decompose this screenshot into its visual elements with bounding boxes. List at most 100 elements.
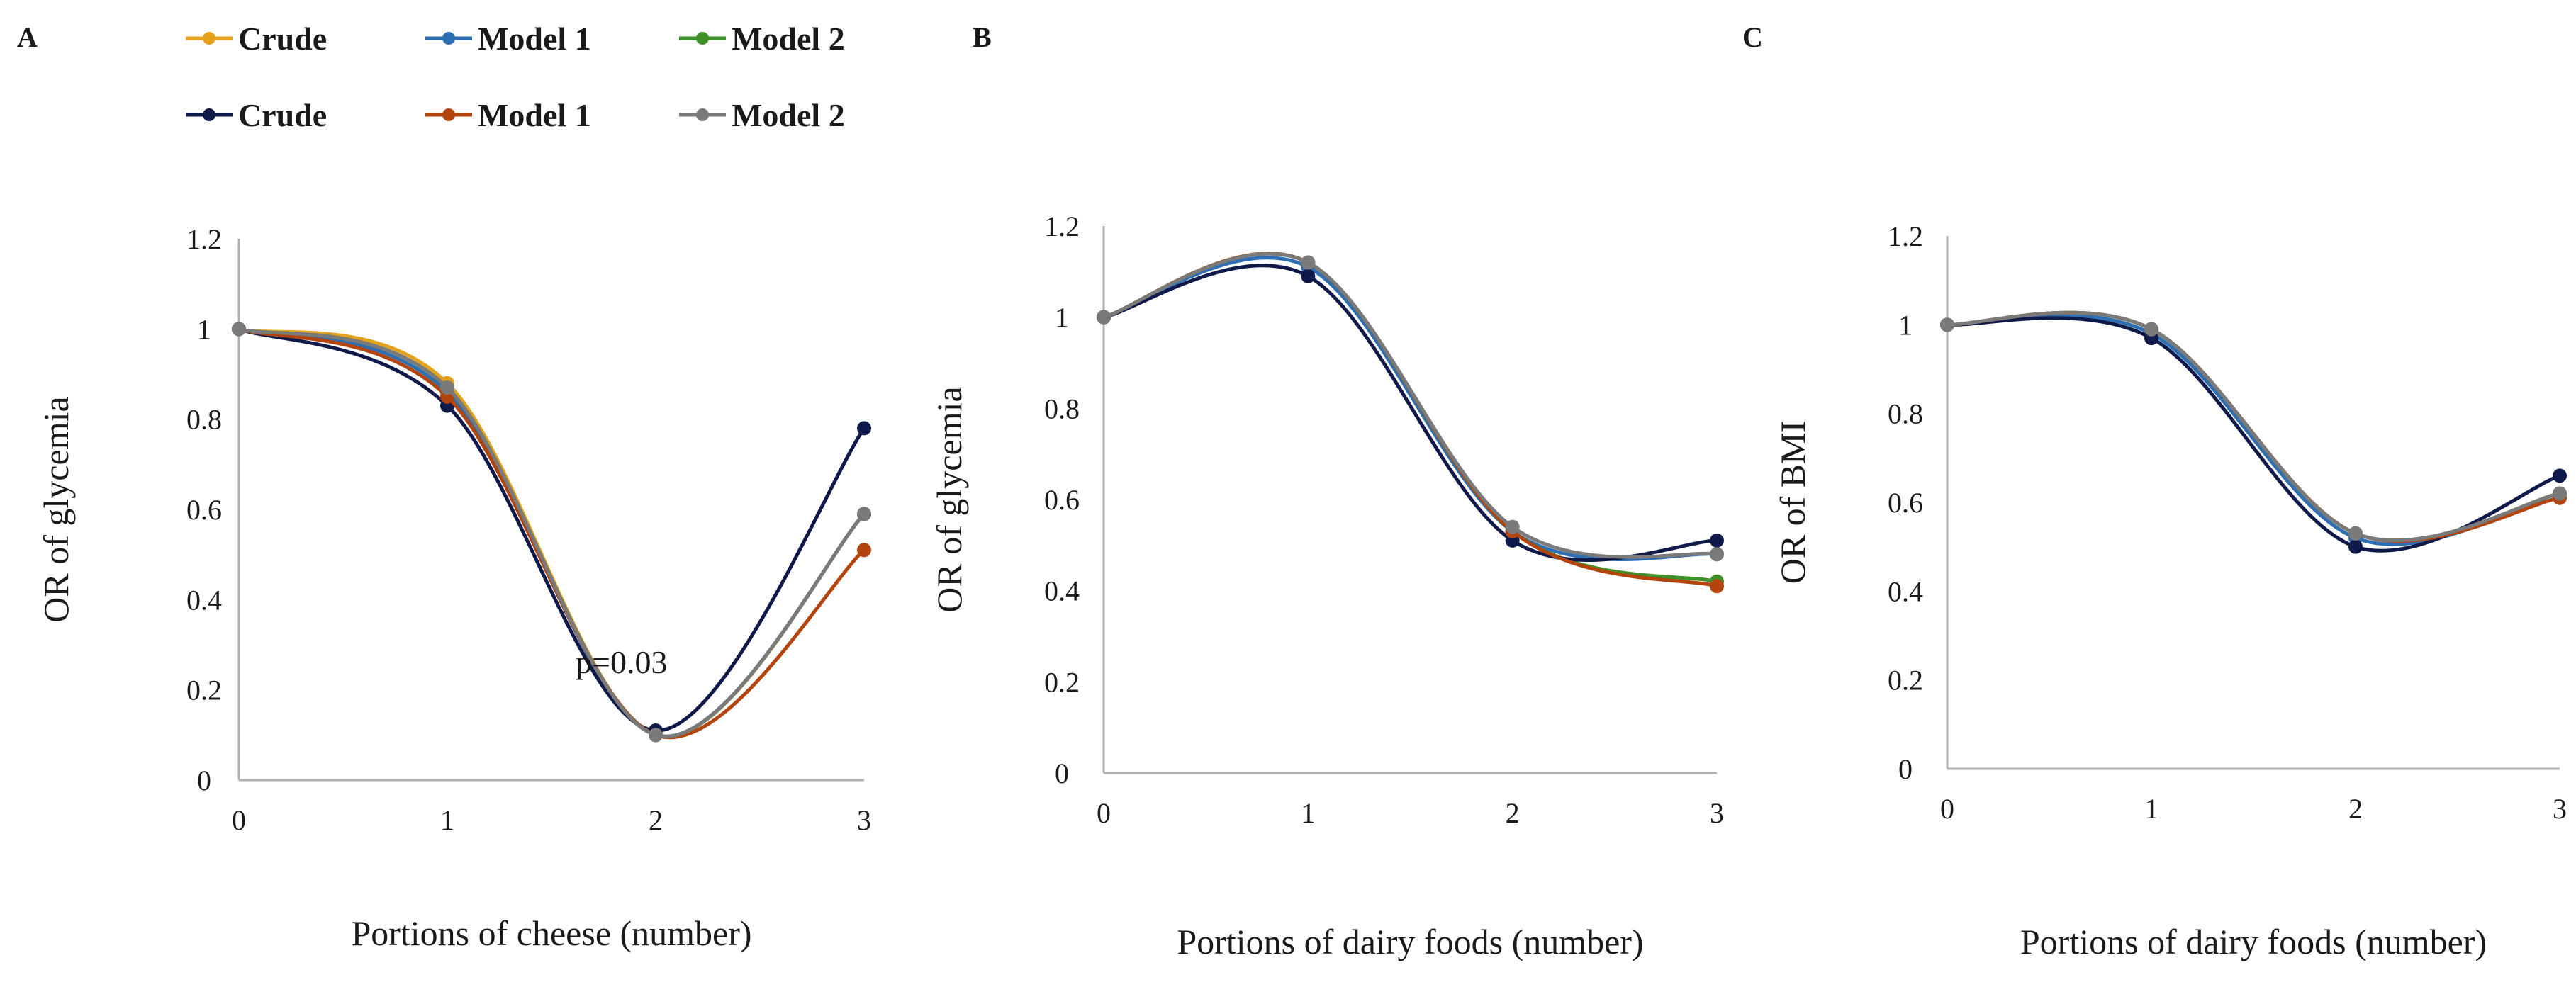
y-tick-label: 0.4 — [186, 584, 222, 616]
x-tick-label: 1 — [1301, 797, 1315, 829]
data-point — [1710, 579, 1724, 594]
panel-b: B 0 0.2 0.4 0.6 0.8 1 1.2 0 1 2 3 Portions of dairy … — [929, 21, 1724, 961]
x-tick-label: 2 — [2348, 793, 2363, 825]
series-4 — [1097, 264, 1724, 563]
y-tick-label: 1 — [197, 313, 211, 345]
data-point — [2553, 468, 2567, 483]
x-axis-label: Portions of dairy foods (number) — [1177, 922, 1643, 961]
series-line — [237, 327, 866, 738]
data-point — [232, 322, 246, 337]
series-2 — [1940, 313, 2567, 546]
legend-label: Model 1 — [478, 97, 591, 133]
series-2 — [232, 322, 871, 743]
series-6 — [1097, 252, 1724, 562]
y-tick-label: 0.8 — [1044, 393, 1080, 424]
legend-label: Crude — [238, 97, 327, 133]
x-tick-label: 1 — [2144, 793, 2158, 825]
data-point — [440, 380, 454, 395]
y-axis-label: OR of BMI — [1773, 421, 1813, 585]
series-3 — [1097, 252, 1724, 589]
series-line — [1945, 310, 2562, 543]
x-tick-label: 2 — [649, 804, 663, 836]
legend-item-2-2: Model 1 — [425, 97, 591, 133]
series-line — [1945, 310, 2562, 543]
series-3 — [232, 322, 871, 743]
series-line — [1945, 310, 2562, 543]
series-2 — [1097, 256, 1724, 562]
series-6 — [1940, 310, 2567, 543]
y-tick-label: 1 — [1898, 309, 1913, 341]
legend-marker — [203, 32, 215, 45]
y-tick-label: 0.6 — [186, 494, 222, 526]
series-line — [237, 327, 866, 738]
x-tick-label: 1 — [440, 804, 454, 836]
y-tick-label: 0 — [1055, 757, 1069, 789]
data-point — [1301, 255, 1316, 270]
y-tick-label: 0.2 — [186, 675, 222, 706]
y-tick-label: 0.4 — [1888, 575, 1923, 607]
y-tick-label: 1 — [1055, 302, 1069, 334]
series-line — [1102, 252, 1719, 584]
panel-letter: B — [973, 21, 992, 53]
y-tick-label: 0 — [1898, 753, 1913, 785]
legend-label: Model 2 — [732, 97, 845, 133]
x-tick-label: 0 — [1940, 793, 1954, 825]
series-1 — [1940, 310, 2567, 543]
series-6 — [232, 322, 871, 743]
data-point — [857, 507, 871, 521]
y-tick-label: 0 — [197, 765, 211, 796]
legend-item-1-2: Model 1 — [425, 21, 591, 57]
y-tick-label: 1.2 — [186, 223, 222, 255]
x-tick-label: 3 — [2553, 793, 2567, 825]
series-line — [1945, 310, 2562, 543]
panel-c: C 0 0.2 0.4 0.6 0.8 1 1.2 0 1 2 3 Portions of dairy … — [1742, 21, 2567, 961]
legend-item-2-1: Crude — [186, 97, 327, 133]
legend-marker — [442, 32, 455, 45]
legend: Crude Model 1 Model 2 Crude Model 1 Model 2 — [186, 21, 845, 133]
x-tick-label: 0 — [232, 804, 246, 836]
chart-panels: A 0 0.2 0.4 0.6 0.8 1 1.2 0 1 2 3 Portions of cheese… — [17, 21, 2567, 961]
series-line — [237, 327, 866, 738]
data-point — [1710, 547, 1724, 562]
x-tick-label: 3 — [857, 804, 871, 836]
series-line — [237, 327, 866, 739]
legend-marker — [203, 108, 215, 121]
series-1 — [232, 322, 871, 743]
series-3 — [1940, 310, 2567, 543]
series-5 — [1097, 252, 1724, 594]
legend-label: Model 2 — [732, 21, 845, 57]
y-axis-label: OR of glycemia — [929, 386, 969, 612]
data-point — [2144, 322, 2158, 337]
legend-label: Model 1 — [478, 21, 591, 57]
data-point — [2553, 486, 2567, 501]
y-tick-label: 1.2 — [1888, 220, 1923, 252]
series-5 — [232, 322, 871, 743]
x-axis-label: Portions of dairy foods (number) — [2020, 922, 2487, 961]
y-tick-label: 1.2 — [1044, 210, 1080, 242]
series-1 — [1097, 252, 1724, 589]
data-point — [2348, 526, 2363, 541]
x-axis-label: Portions of cheese (number) — [351, 913, 751, 953]
y-tick-label: 0.4 — [1044, 575, 1080, 607]
legend-item-2-3: Model 2 — [679, 97, 845, 133]
series-4 — [232, 322, 871, 738]
series-line — [1102, 252, 1719, 588]
legend-label: Crude — [238, 21, 327, 57]
data-point — [1940, 317, 1954, 332]
series-line — [237, 327, 866, 733]
legend-item-1-3: Model 2 — [679, 21, 845, 57]
legend-marker — [696, 32, 709, 45]
series-line — [1102, 252, 1719, 559]
y-tick-label: 0.8 — [186, 404, 222, 436]
data-point — [857, 421, 871, 436]
data-point — [649, 728, 663, 743]
panel-letter: C — [1742, 21, 1763, 53]
x-tick-label: 0 — [1097, 797, 1111, 829]
data-point — [1710, 533, 1724, 548]
legend-item-1-1: Crude — [186, 21, 327, 57]
x-tick-label: 2 — [1506, 797, 1520, 829]
legend-marker — [696, 108, 709, 121]
data-point — [1301, 269, 1316, 283]
series-line — [1102, 264, 1719, 563]
